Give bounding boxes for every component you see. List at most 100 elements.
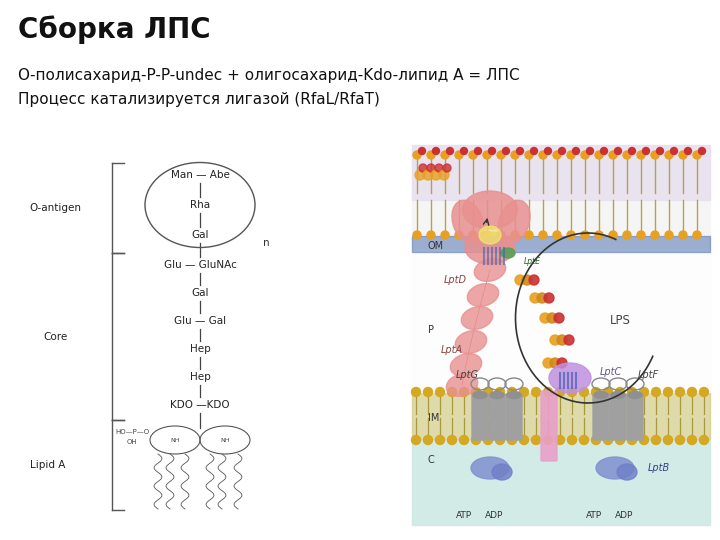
Text: Gal: Gal [192,288,209,298]
Circle shape [553,151,561,159]
Circle shape [688,388,696,396]
Circle shape [508,388,516,396]
Circle shape [461,147,467,154]
Circle shape [581,231,589,239]
Circle shape [609,231,617,239]
Text: NH: NH [220,437,230,442]
Circle shape [525,151,533,159]
Text: Lipid A: Lipid A [30,460,66,470]
Circle shape [418,147,426,154]
Circle shape [446,147,454,154]
Text: P: P [428,325,434,335]
Circle shape [652,388,660,396]
Circle shape [431,170,441,180]
Ellipse shape [628,392,642,399]
Ellipse shape [467,284,499,306]
Circle shape [652,435,660,444]
FancyBboxPatch shape [610,394,626,440]
Circle shape [483,151,491,159]
Circle shape [670,147,678,154]
Text: Man — Abe: Man — Abe [171,170,230,180]
Ellipse shape [452,200,484,244]
Ellipse shape [492,464,512,480]
Circle shape [531,388,541,396]
Circle shape [698,147,706,154]
Circle shape [423,388,433,396]
Circle shape [550,358,560,368]
Text: LptE: LptE [524,258,541,267]
Circle shape [515,275,525,285]
Text: IM: IM [428,413,439,423]
Circle shape [459,435,469,444]
Circle shape [547,313,557,323]
Text: Rha: Rha [190,200,210,210]
Circle shape [665,151,673,159]
FancyBboxPatch shape [506,394,522,440]
Circle shape [497,151,505,159]
Circle shape [427,151,435,159]
Ellipse shape [594,392,608,399]
Circle shape [616,435,624,444]
Text: HO—P—O: HO—P—O [115,429,149,435]
Circle shape [544,435,552,444]
Circle shape [441,231,449,239]
Text: Сборка ЛПС: Сборка ЛПС [18,15,211,44]
Bar [412,145,710,200]
Circle shape [664,435,672,444]
Circle shape [614,147,621,154]
Ellipse shape [498,200,530,244]
Circle shape [537,293,547,303]
Ellipse shape [507,392,521,399]
Text: Glu — Gal: Glu — Gal [174,316,226,326]
FancyBboxPatch shape [472,394,488,440]
Text: ADP: ADP [485,510,503,519]
Circle shape [435,164,443,172]
Circle shape [651,231,659,239]
Text: LptA: LptA [441,345,463,355]
Ellipse shape [596,457,634,479]
Circle shape [665,231,673,239]
Ellipse shape [446,374,477,396]
Circle shape [639,388,649,396]
Circle shape [543,358,553,368]
Circle shape [539,151,547,159]
Circle shape [459,388,469,396]
FancyBboxPatch shape [593,394,609,440]
Circle shape [567,388,577,396]
Bar [412,440,710,525]
Text: Core: Core [43,332,67,342]
Circle shape [455,231,463,239]
Circle shape [688,435,696,444]
Circle shape [553,231,561,239]
Circle shape [423,435,433,444]
Circle shape [642,147,649,154]
Circle shape [433,147,439,154]
Circle shape [531,147,538,154]
Text: n: n [263,238,269,248]
Circle shape [472,435,480,444]
Circle shape [520,388,528,396]
Text: KDO —KDO: KDO —KDO [170,400,230,410]
Circle shape [436,435,444,444]
Ellipse shape [549,363,591,393]
Circle shape [693,151,701,159]
Circle shape [592,435,600,444]
Text: LPS: LPS [610,314,631,327]
Bar [412,145,710,525]
Text: C: C [428,455,435,465]
Circle shape [675,435,685,444]
Circle shape [413,151,421,159]
Circle shape [616,388,624,396]
Circle shape [516,147,523,154]
Circle shape [580,388,588,396]
Circle shape [529,275,539,285]
Circle shape [427,231,435,239]
Circle shape [520,435,528,444]
Circle shape [412,388,420,396]
Circle shape [483,231,491,239]
Circle shape [448,388,456,396]
Circle shape [637,231,645,239]
Circle shape [679,231,687,239]
Ellipse shape [465,232,515,264]
Text: LptD: LptD [444,275,467,285]
